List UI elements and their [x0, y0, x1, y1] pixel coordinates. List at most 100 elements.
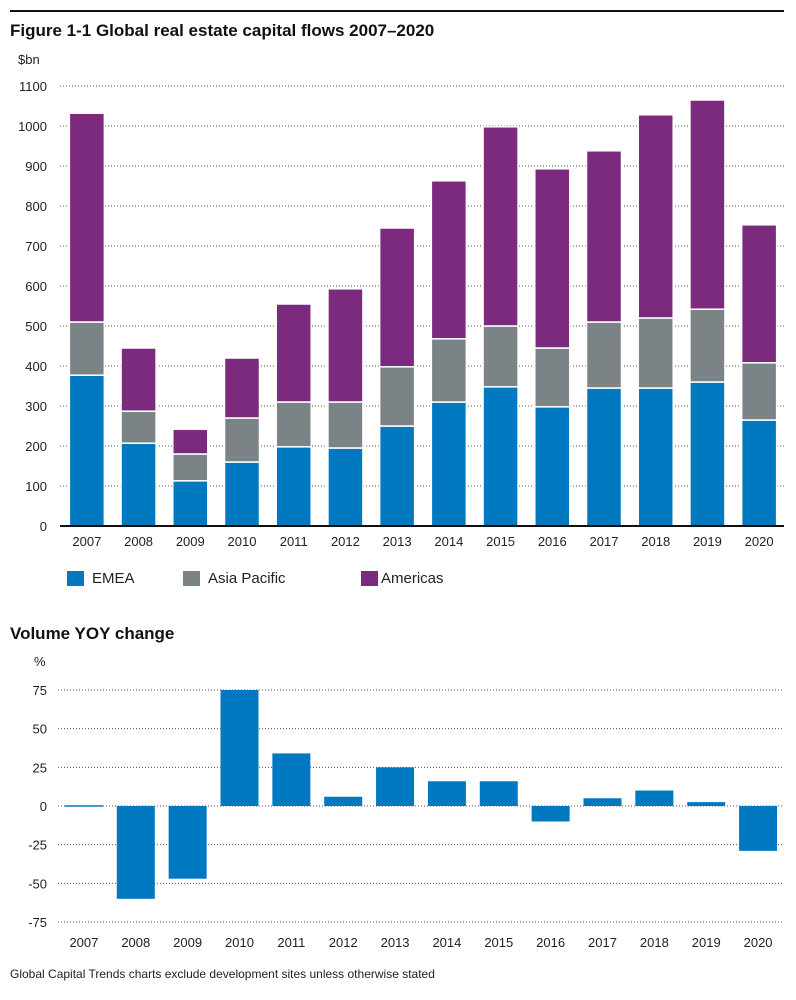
x-tick-label: 2018 [641, 534, 670, 549]
bar-asia-pacific [120, 410, 157, 444]
bar-yoy [583, 798, 622, 806]
bar-emea [327, 447, 364, 527]
bar-asia-pacific [275, 401, 312, 448]
bar-americas [223, 357, 261, 419]
x-tick-label: 2019 [692, 935, 721, 950]
bar-yoy [324, 796, 363, 806]
x-tick-label: 2009 [176, 534, 205, 549]
x-tick-label: 2013 [381, 935, 410, 950]
x-tick-label: 2007 [72, 534, 101, 549]
bar-yoy [376, 767, 415, 806]
x-tick-label: 2009 [173, 935, 202, 950]
bar-yoy [687, 802, 726, 806]
y-tick-label: 25 [33, 760, 47, 775]
x-tick-label: 2017 [588, 935, 617, 950]
bar-americas [378, 227, 416, 368]
y-tick-label: 75 [33, 683, 47, 698]
bar-emea [689, 381, 726, 527]
bar-americas [482, 126, 519, 327]
bar-yoy [220, 690, 259, 806]
y-tick-label: 50 [33, 722, 47, 737]
bar-emea [430, 401, 468, 527]
x-tick-label: 2008 [121, 935, 150, 950]
x-tick-label: 2007 [69, 935, 98, 950]
y-tick-label: 400 [25, 359, 47, 374]
x-tick-label: 2016 [538, 534, 567, 549]
y-tick-label: 0 [40, 799, 47, 814]
x-tick-label: 2020 [744, 935, 773, 950]
x-tick-label: 2008 [124, 534, 153, 549]
legend-swatch-emea [67, 571, 84, 586]
x-tick-label: 2020 [745, 534, 774, 549]
bar-yoy [272, 753, 311, 806]
y-tick-label: 900 [25, 159, 47, 174]
y-tick-label: 1100 [19, 79, 47, 94]
bar-asia-pacific [689, 308, 726, 383]
footnote: Global Capital Trends charts exclude dev… [10, 967, 435, 981]
x-tick-label: 2013 [383, 534, 412, 549]
x-tick-label: 2016 [536, 935, 565, 950]
yoy-bar-chart: -75 -50 -25 0 25 50 75 2007 2008 2009 2010 2011 2012… [28, 683, 784, 950]
y-tick-label: 1000 [18, 119, 47, 134]
bar-americas [689, 99, 726, 310]
bar-asia-pacific [534, 347, 571, 408]
bar-americas [430, 180, 468, 340]
bar-americas [740, 224, 778, 364]
y-tick-label: 0 [40, 519, 47, 534]
chart2-unit-label: % [34, 654, 46, 669]
bar-americas [172, 428, 209, 455]
bar-americas [585, 150, 623, 323]
bar-americas [534, 168, 571, 349]
bar-americas [68, 112, 106, 323]
x-tick-label: 2011 [280, 534, 308, 549]
y-tick-label: 300 [25, 399, 47, 414]
bar-emea [223, 461, 261, 527]
x-tick-label: 2019 [693, 534, 722, 549]
legend-item-emea: EMEA [67, 570, 135, 587]
legend-swatch-asia-pacific [183, 571, 200, 586]
y-tick-label: 600 [25, 279, 47, 294]
y-tick-label: -25 [28, 838, 47, 853]
x-tick-label: 2010 [228, 534, 257, 549]
bar-emea [120, 442, 157, 527]
bar-americas [120, 347, 157, 412]
figure-title: Figure 1-1 Global real estate capital fl… [10, 21, 435, 40]
bar-emea [534, 406, 571, 527]
bar-asia-pacific [327, 401, 364, 449]
legend-swatch-americas [361, 571, 378, 586]
bar-asia-pacific [172, 453, 209, 482]
chart1-unit-label: $bn [18, 52, 40, 67]
bar-americas [327, 288, 364, 403]
x-tick-label: 2011 [277, 935, 305, 950]
legend-label-asia-pacific: Asia Pacific [208, 570, 286, 587]
bar-yoy [116, 806, 155, 899]
legend-item-americas: Americas [361, 570, 444, 587]
bar-yoy [531, 806, 570, 822]
top-rule [10, 10, 784, 12]
y-tick-label: 500 [25, 319, 47, 334]
y-tick-label: -50 [28, 876, 47, 891]
bar-americas [637, 114, 674, 319]
x-tick-label: 2018 [640, 935, 669, 950]
y-tick-label: 700 [25, 239, 47, 254]
bar-asia-pacific [637, 317, 674, 389]
x-tick-label: 2015 [486, 534, 515, 549]
bar-yoy [479, 781, 518, 806]
y-tick-label: 200 [25, 439, 47, 454]
bar-yoy [635, 790, 674, 806]
y-tick-label: -75 [28, 915, 47, 930]
x-tick-label: 2015 [484, 935, 513, 950]
y-tick-label: 800 [25, 199, 47, 214]
y-tick-label: 100 [25, 479, 47, 494]
bar-yoy [739, 806, 778, 851]
x-tick-label: 2014 [434, 534, 463, 549]
bar-emea [482, 386, 519, 527]
bar-americas [275, 303, 312, 403]
x-tick-label: 2010 [225, 935, 254, 950]
legend-label-emea: EMEA [92, 570, 135, 587]
x-tick-label: 2017 [590, 534, 619, 549]
legend-label-americas: Americas [381, 570, 444, 587]
bar-yoy [64, 805, 103, 807]
bar-emea [378, 425, 416, 527]
bar-yoy [168, 806, 207, 879]
